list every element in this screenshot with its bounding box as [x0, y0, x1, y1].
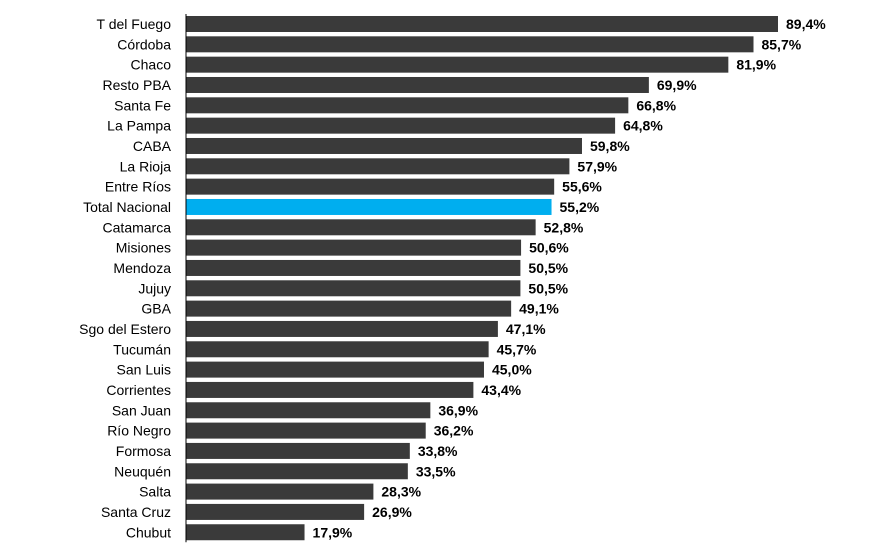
value-label-entre-rios: 55,6%: [562, 179, 602, 195]
bar-chaco: [186, 56, 729, 73]
bar-san-juan: [186, 402, 431, 419]
category-label-cordoba: Córdoba: [117, 36, 171, 52]
value-label-misiones: 50,6%: [529, 240, 569, 256]
category-label-santa-fe: Santa Fe: [114, 97, 171, 113]
category-label-sgo-del-estero: Sgo del Estero: [79, 321, 171, 337]
bar-neuquen: [186, 463, 408, 480]
value-label-la-rioja: 57,9%: [577, 158, 617, 174]
value-label-san-juan: 36,9%: [438, 402, 478, 418]
category-label-la-pampa: La Pampa: [107, 118, 171, 134]
bar-mendoza: [186, 259, 521, 276]
value-label-neuquen: 33,5%: [416, 463, 456, 479]
value-label-catamarca: 52,8%: [544, 219, 584, 235]
value-label-santa-fe: 66,8%: [636, 97, 676, 113]
value-label-cordoba: 85,7%: [761, 36, 801, 52]
bar-rio-negro: [186, 422, 426, 439]
value-label-t-del-fuego: 89,4%: [786, 16, 826, 32]
bar-sgo-del-estero: [186, 320, 498, 337]
category-label-total-nacional: Total Nacional: [83, 199, 171, 215]
category-label-chaco: Chaco: [131, 57, 172, 73]
bar-chubut: [186, 524, 305, 541]
category-label-chubut: Chubut: [126, 524, 171, 540]
value-label-san-luis: 45,0%: [492, 362, 532, 378]
category-label-entre-rios: Entre Ríos: [105, 179, 171, 195]
category-label-corrientes: Corrientes: [106, 382, 171, 398]
bar-jujuy: [186, 280, 521, 297]
category-label-t-del-fuego: T del Fuego: [97, 16, 172, 32]
value-label-caba: 59,8%: [590, 138, 630, 154]
category-label-neuquen: Neuquén: [114, 463, 171, 479]
bar-total-nacional: [186, 198, 552, 215]
value-label-mendoza: 50,5%: [528, 260, 568, 276]
bar-catamarca: [186, 219, 536, 236]
category-label-jujuy: Jujuy: [138, 280, 171, 296]
value-label-corrientes: 43,4%: [481, 382, 521, 398]
bar-santa-fe: [186, 97, 629, 114]
value-label-jujuy: 50,5%: [528, 280, 568, 296]
value-label-gba: 49,1%: [519, 301, 559, 317]
value-label-total-nacional: 55,2%: [560, 199, 600, 215]
category-label-san-luis: San Luis: [117, 362, 171, 378]
category-label-misiones: Misiones: [116, 240, 171, 256]
value-labels-group: 89,4% 85,7% 81,9% 69,9% 66,8% 64,8% 59,8% 57,9%…: [313, 16, 827, 540]
category-label-tucuman: Tucumán: [113, 341, 171, 357]
value-label-resto-pba: 69,9%: [657, 77, 697, 93]
value-label-santa-cruz: 26,9%: [372, 504, 412, 520]
value-label-la-pampa: 64,8%: [623, 118, 663, 134]
bar-resto-pba: [186, 76, 649, 93]
category-label-mendoza: Mendoza: [113, 260, 171, 276]
category-label-catamarca: Catamarca: [103, 219, 172, 235]
bar-misiones: [186, 239, 522, 256]
bar-santa-cruz: [186, 503, 365, 520]
bar-cordoba: [186, 36, 754, 53]
category-label-resto-pba: Resto PBA: [103, 77, 172, 93]
bar-la-rioja: [186, 158, 570, 175]
bar-san-luis: [186, 361, 484, 378]
value-label-chaco: 81,9%: [736, 57, 776, 73]
bar-la-pampa: [186, 117, 616, 134]
bar-salta: [186, 483, 374, 500]
category-label-formosa: Formosa: [116, 443, 171, 459]
value-label-tucuman: 45,7%: [497, 341, 537, 357]
bar-tucuman: [186, 341, 489, 358]
category-label-san-juan: San Juan: [112, 402, 171, 418]
category-label-la-rioja: La Rioja: [120, 158, 172, 174]
bar-gba: [186, 300, 512, 317]
bar-entre-rios: [186, 178, 555, 195]
value-label-salta: 28,3%: [381, 484, 421, 500]
category-label-santa-cruz: Santa Cruz: [101, 504, 171, 520]
category-label-rio-negro: Río Negro: [107, 423, 171, 439]
category-label-salta: Salta: [139, 484, 171, 500]
category-label-caba: CABA: [133, 138, 172, 154]
bar-t-del-fuego: [186, 16, 778, 32]
category-labels-group: T del Fuego Córdoba Chaco Resto PBA Santa Fe…: [79, 16, 172, 540]
value-label-chubut: 17,9%: [313, 524, 353, 540]
value-label-rio-negro: 36,2%: [434, 423, 474, 439]
bars-group: [186, 16, 778, 541]
bar-formosa: [186, 442, 410, 459]
value-label-sgo-del-estero: 47,1%: [506, 321, 546, 337]
category-label-gba: GBA: [141, 301, 171, 317]
bar-corrientes: [186, 381, 474, 398]
bar-caba: [186, 137, 582, 154]
value-label-formosa: 33,8%: [418, 443, 458, 459]
